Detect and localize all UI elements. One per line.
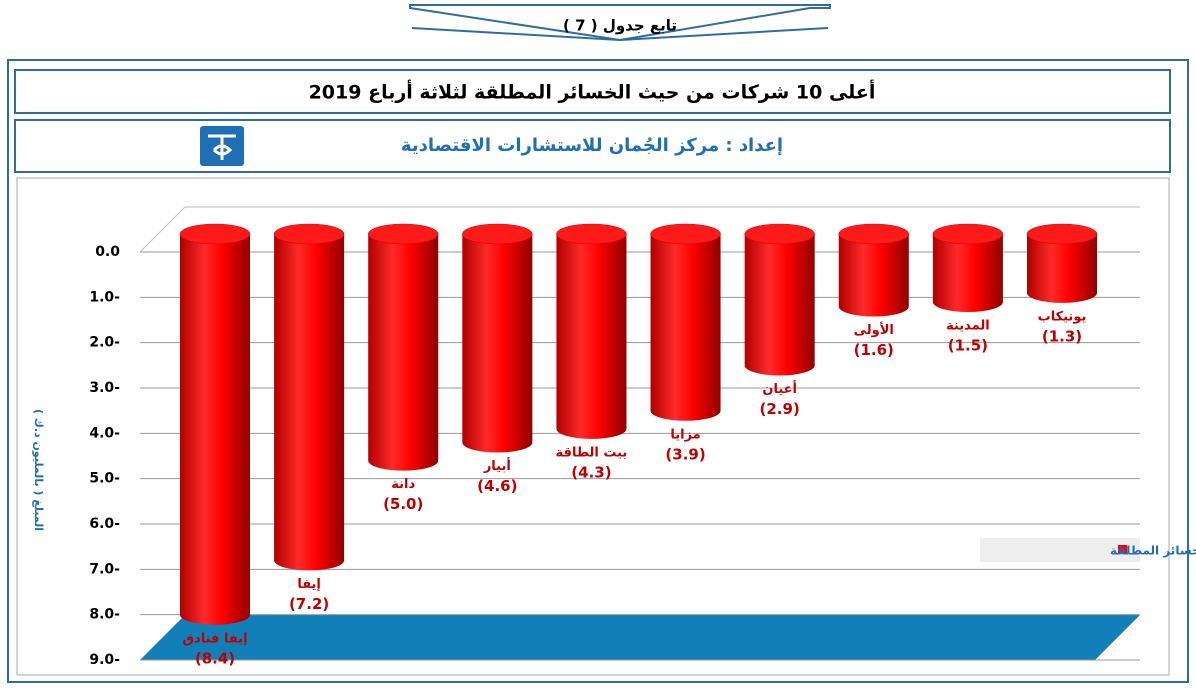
- bar-top: [650, 223, 721, 245]
- category-label: إيفا فنادق: [182, 631, 247, 646]
- category-label: مزايا: [670, 427, 700, 442]
- y-tick-label: 0.0: [95, 244, 120, 260]
- value-label: (3.9): [665, 445, 705, 463]
- bar-top: [556, 223, 627, 245]
- bar: [1027, 234, 1097, 303]
- bar-top: [838, 223, 910, 245]
- value-label: (7.2): [289, 595, 329, 613]
- legend-label: الخسائر المطلقة: [1110, 544, 1196, 558]
- bar-top: [273, 223, 345, 245]
- banner-arrow: [409, 4, 831, 42]
- category-label: الأولى: [854, 321, 894, 338]
- value-label: (4.6): [477, 477, 517, 495]
- banner-arrow-line: [411, 27, 829, 42]
- y-tick-label: 5.0-: [89, 471, 120, 487]
- y-tick-label: 4.0-: [89, 425, 120, 441]
- value-label: (4.3): [571, 463, 611, 481]
- value-label: (5.0): [383, 495, 423, 513]
- value-label: (8.4): [195, 649, 235, 667]
- y-tick-label: 3.0-: [89, 380, 120, 396]
- category-label: أبيار: [483, 457, 511, 474]
- title-box: [14, 69, 1171, 114]
- bar-top: [1026, 223, 1098, 245]
- wall-edge: [139, 206, 186, 253]
- category-label: المدينة: [946, 319, 990, 334]
- bar: [368, 234, 439, 471]
- bar: [838, 234, 909, 317]
- y-tick-label: 2.0-: [89, 335, 120, 351]
- y-tick-label: 8.0-: [89, 607, 120, 623]
- value-label: (1.3): [1042, 327, 1082, 345]
- y-axis-label: المبلغ ( بالمليون د.ك ): [32, 409, 45, 531]
- bar-top: [462, 223, 533, 245]
- frame: [7, 59, 1189, 683]
- subtitle: إعداد : مركز الجُمان للاستشارات الاقتصاد…: [401, 135, 783, 156]
- bar-top: [367, 223, 439, 245]
- chart: 0.0 1.0- 2.0- 3.0- 4.0- 5.0- 6.0- 7.0- 8.0- 9.0- ا…: [32, 206, 1196, 668]
- floor: [140, 615, 1140, 660]
- bar: [180, 234, 250, 625]
- value-label: (2.9): [760, 400, 800, 418]
- bar-top: [932, 223, 1004, 245]
- bar: [462, 234, 533, 453]
- bar: [932, 234, 1003, 312]
- logo-mark: [208, 134, 236, 160]
- bar: [650, 234, 721, 421]
- category-label: يونيكاب: [1038, 309, 1087, 324]
- bar: [556, 234, 627, 439]
- banner: تابع جدول ( 7 ): [563, 17, 677, 35]
- bar-top: [744, 223, 815, 245]
- value-label: (1.5): [948, 337, 988, 355]
- legend-swatch: [1118, 545, 1127, 554]
- bar: [744, 234, 815, 376]
- category-label: إيفا: [297, 577, 321, 592]
- legend-box: [980, 538, 1140, 562]
- category-label: بيت الطاقة: [556, 445, 628, 460]
- title: أعلى 10 شركات من حيث الخسائر المطلقة لثل…: [309, 80, 876, 104]
- bar: [274, 234, 345, 571]
- category-label: أعيان: [762, 380, 797, 397]
- y-tick-label: 7.0-: [89, 561, 120, 577]
- category-label: دانة: [391, 477, 415, 492]
- y-tick-label: 6.0-: [89, 516, 120, 532]
- value-label: (1.6): [854, 341, 894, 359]
- bar-top: [179, 223, 251, 245]
- y-tick-label: 9.0-: [89, 652, 120, 668]
- y-tick-label: 1.0-: [89, 289, 120, 305]
